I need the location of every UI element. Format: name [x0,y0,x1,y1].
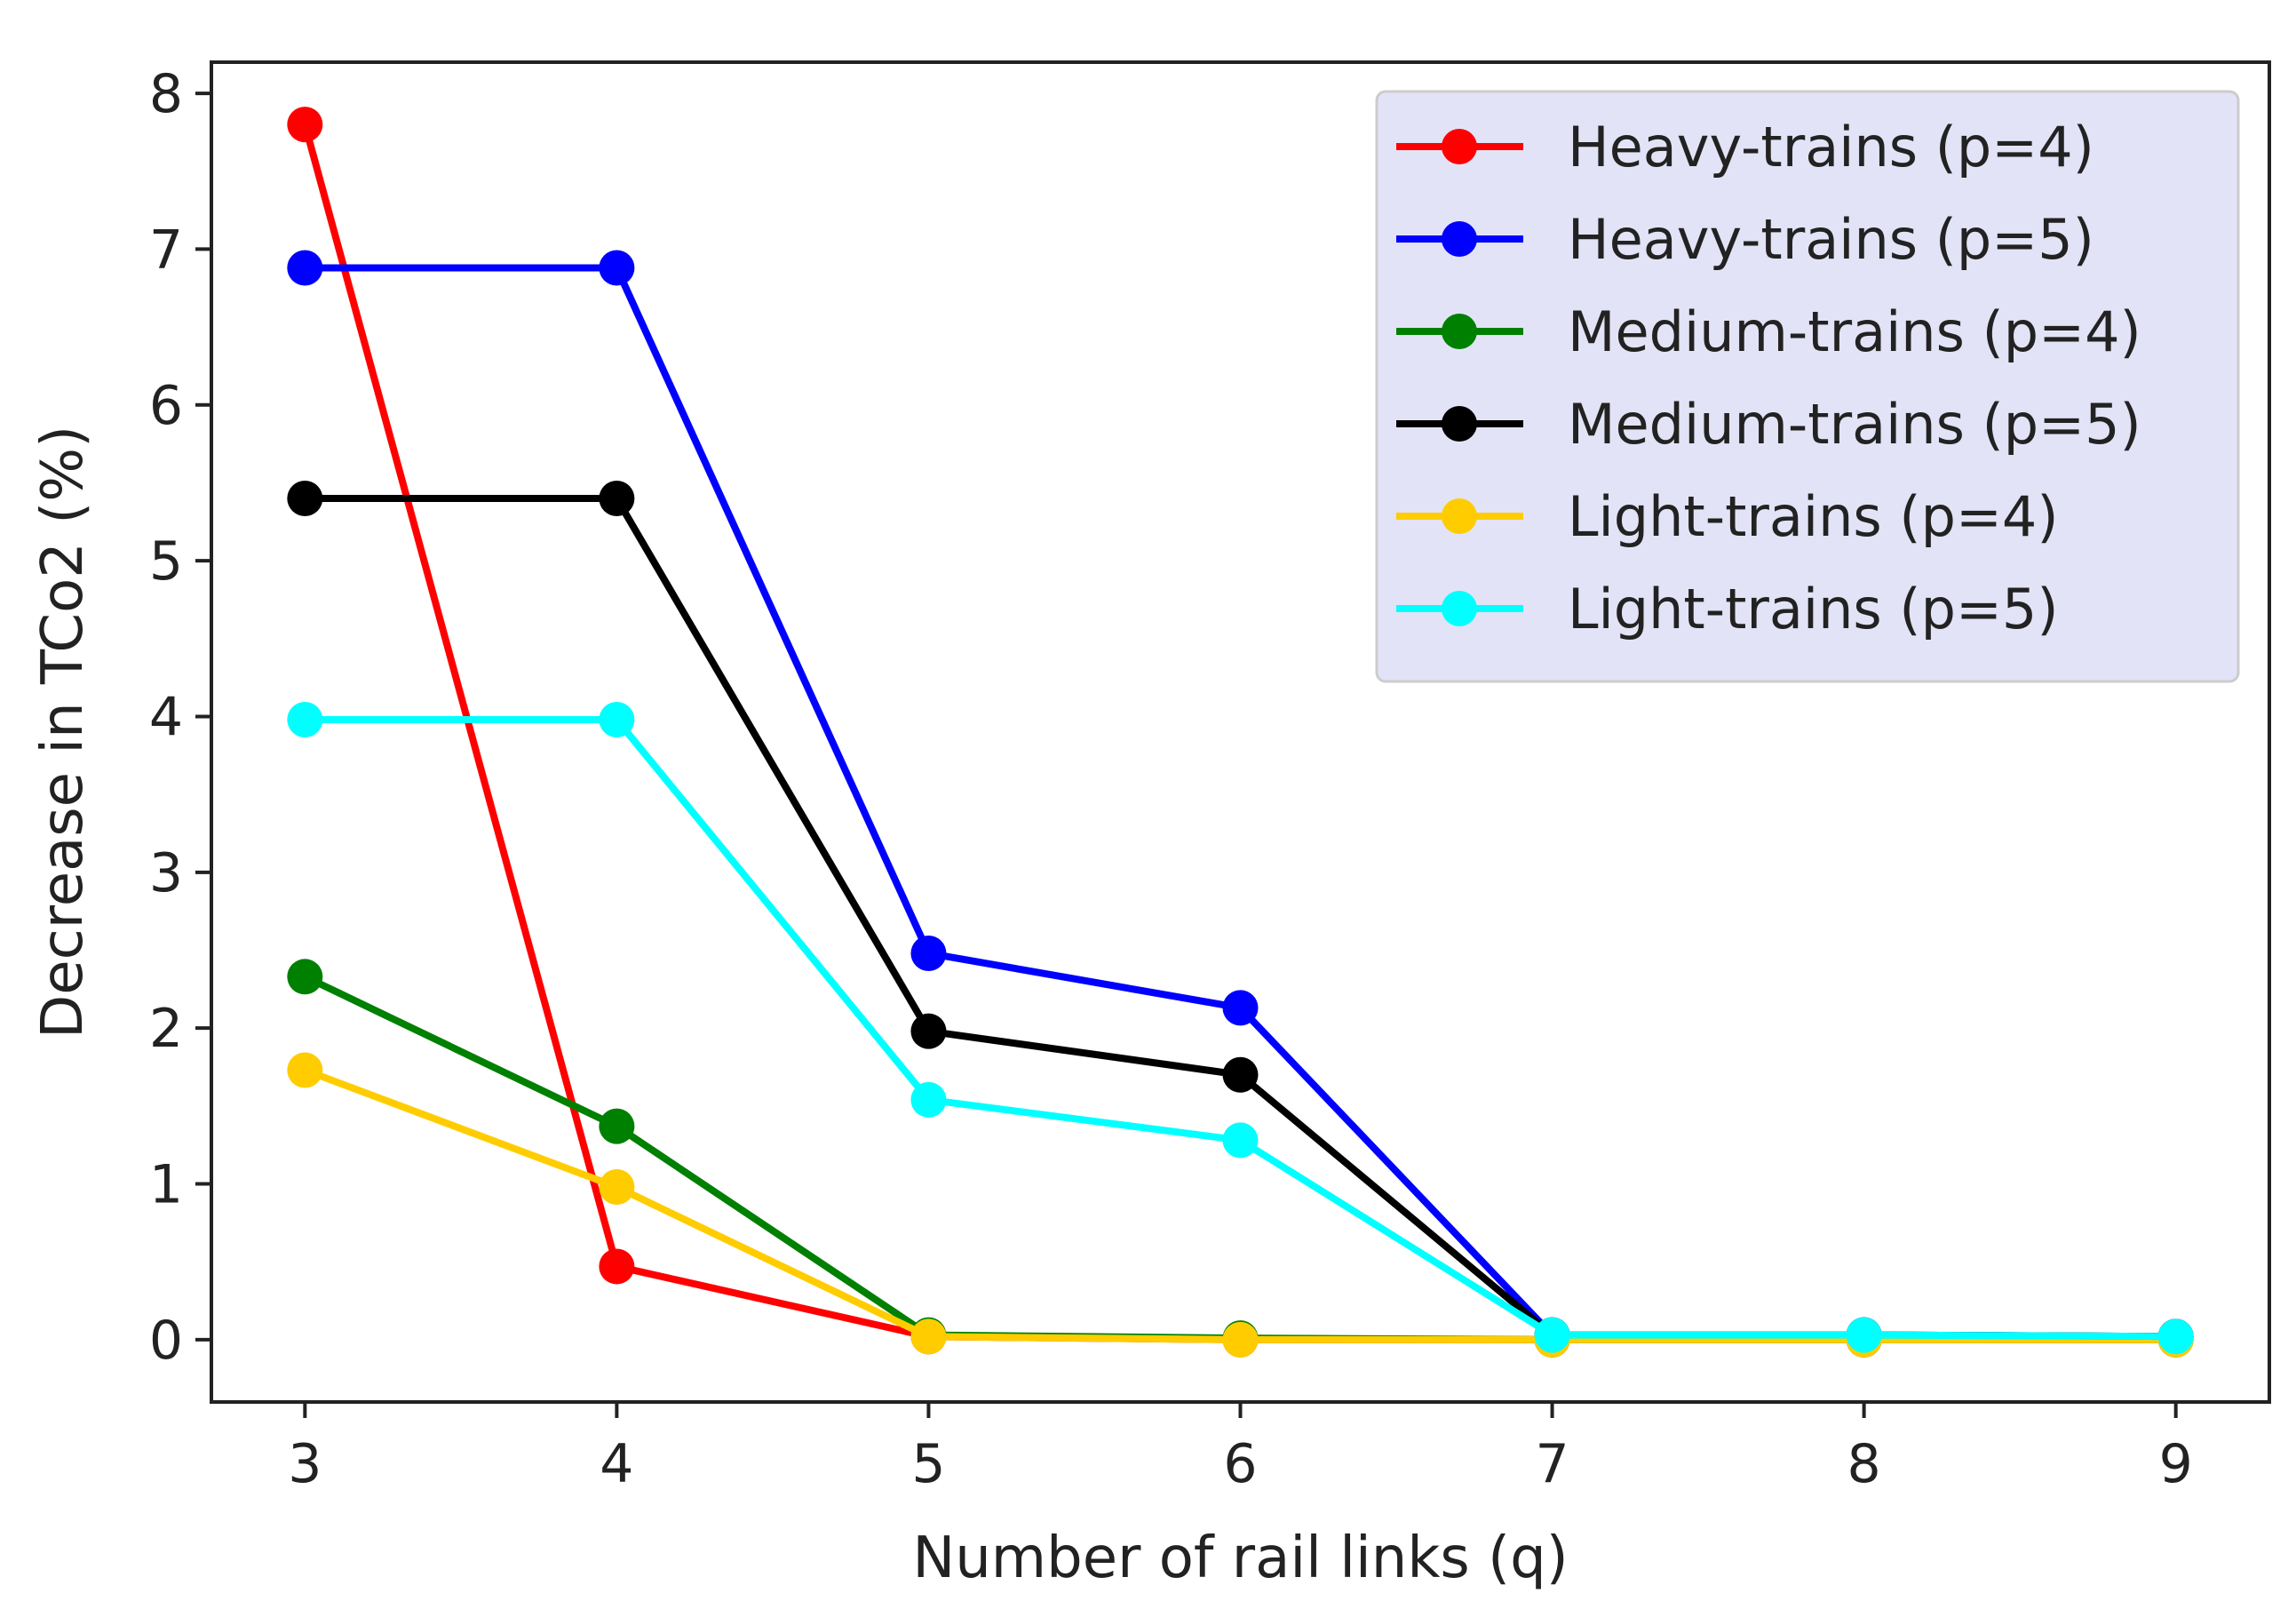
legend-item: Heavy-trains (p=4) [1396,115,2094,179]
data-point [287,107,323,143]
x-tick-label: 3 [288,1433,322,1495]
x-tick-label: 5 [911,1433,945,1495]
legend-label: Light-trains (p=5) [1568,577,2059,641]
legend-label: Heavy-trains (p=5) [1568,207,2094,272]
data-point [287,480,323,516]
legend-swatch-marker [1442,221,1477,257]
data-point [2157,1318,2194,1355]
data-point [599,1248,635,1285]
y-tick-label: 6 [149,375,183,437]
y-tick-label: 3 [149,842,183,904]
data-point [1534,1317,1570,1353]
legend-swatch-marker [1442,591,1477,626]
x-tick-label: 7 [1535,1433,1569,1495]
y-tick-label: 7 [149,219,183,281]
y-tick-label: 4 [149,686,183,748]
y-axis-label: Decrease in TCo2 (%) [30,426,96,1039]
legend-label: Light-trains (p=4) [1568,484,2059,549]
legend-box [1375,90,2240,683]
series-5 [287,701,2194,1355]
legend-swatch-marker [1442,498,1477,534]
data-point [1222,1056,1259,1093]
data-point [287,1052,323,1088]
data-point [599,701,635,737]
data-point [599,1108,635,1144]
series-layer [287,107,2194,1358]
legend-swatch-marker [1442,314,1477,349]
data-point [910,935,947,971]
y-tick-label: 0 [149,1310,183,1372]
x-tick-label: 6 [1223,1433,1257,1495]
legend-item: Medium-trains (p=5) [1396,392,2141,457]
y-tick-label: 2 [149,998,183,1060]
legend-label: Medium-trains (p=4) [1568,299,2141,364]
legend-item: Heavy-trains (p=5) [1396,207,2094,272]
data-point [1222,1321,1259,1358]
data-point [910,1081,947,1118]
data-point [599,250,635,286]
y-tick-label: 1 [149,1154,183,1216]
data-point [1222,1122,1259,1159]
data-point [599,1169,635,1206]
legend-item: Medium-trains (p=4) [1396,299,2141,364]
legend-swatch-marker [1442,406,1477,442]
data-point [910,1013,947,1049]
data-point [910,1318,947,1355]
y-tick-label: 8 [149,63,183,125]
data-point [1222,990,1259,1026]
x-axis-label: Number of rail links (q) [912,1525,1568,1591]
legend-label: Medium-trains (p=5) [1568,392,2141,457]
data-point [599,480,635,516]
data-point [287,250,323,286]
x-axis: 3 4 5 6 7 8 9 [288,1402,2193,1495]
y-axis: 0 1 2 3 4 5 6 7 8 [149,63,211,1372]
series-line [305,715,2176,1341]
x-tick-label: 8 [1847,1433,1881,1495]
y-tick-label: 5 [149,530,183,593]
legend-item: Light-trains (p=5) [1396,577,2059,641]
data-point [287,959,323,995]
x-tick-label: 9 [2159,1433,2193,1495]
legend-label: Heavy-trains (p=4) [1568,115,2094,179]
x-tick-label: 4 [600,1433,633,1495]
legend-item: Light-trains (p=4) [1396,484,2059,549]
legend-swatch-marker [1442,129,1477,164]
data-point [1846,1317,1882,1353]
data-point [287,701,323,737]
legend: Heavy-trains (p=4) Heavy-trains (p=5) Medi… [1375,90,2240,683]
